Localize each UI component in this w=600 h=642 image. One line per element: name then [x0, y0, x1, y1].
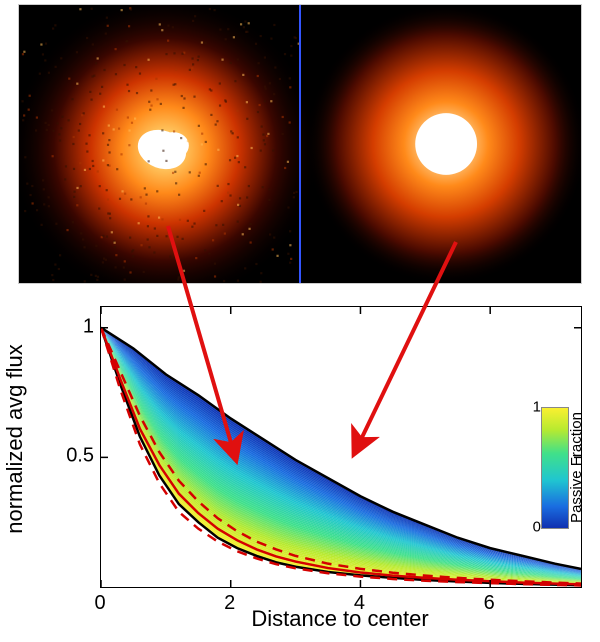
panels-svg	[19, 5, 581, 283]
y-tick: 0.5	[44, 445, 94, 468]
x-tick: 0	[94, 592, 105, 615]
colorbar-tick-0: 0	[529, 519, 541, 536]
y-axis-label-text: normalized avg flux	[2, 344, 28, 534]
colorbar-label: Passive Fraction	[569, 407, 582, 527]
top-panels	[18, 4, 582, 284]
figure-root: normalized avg flux Distance to center P…	[0, 0, 600, 642]
chart-area: normalized avg flux Distance to center P…	[0, 286, 600, 642]
x-tick: 6	[484, 592, 495, 615]
x-axis-label: Distance to center	[100, 606, 580, 632]
plot-box: Passive Fraction 1 0	[100, 306, 582, 588]
y-tick: 1	[44, 315, 94, 338]
x-axis-label-text: Distance to center	[251, 606, 428, 631]
y-axis-label: normalized avg flux	[0, 286, 30, 592]
colorbar-label-text: Passive Fraction	[568, 412, 583, 523]
x-tick: 4	[354, 592, 365, 615]
colorbar	[541, 407, 569, 529]
x-tick: 2	[224, 592, 235, 615]
plot-svg	[101, 307, 581, 587]
colorbar-tick-1: 1	[529, 399, 541, 416]
